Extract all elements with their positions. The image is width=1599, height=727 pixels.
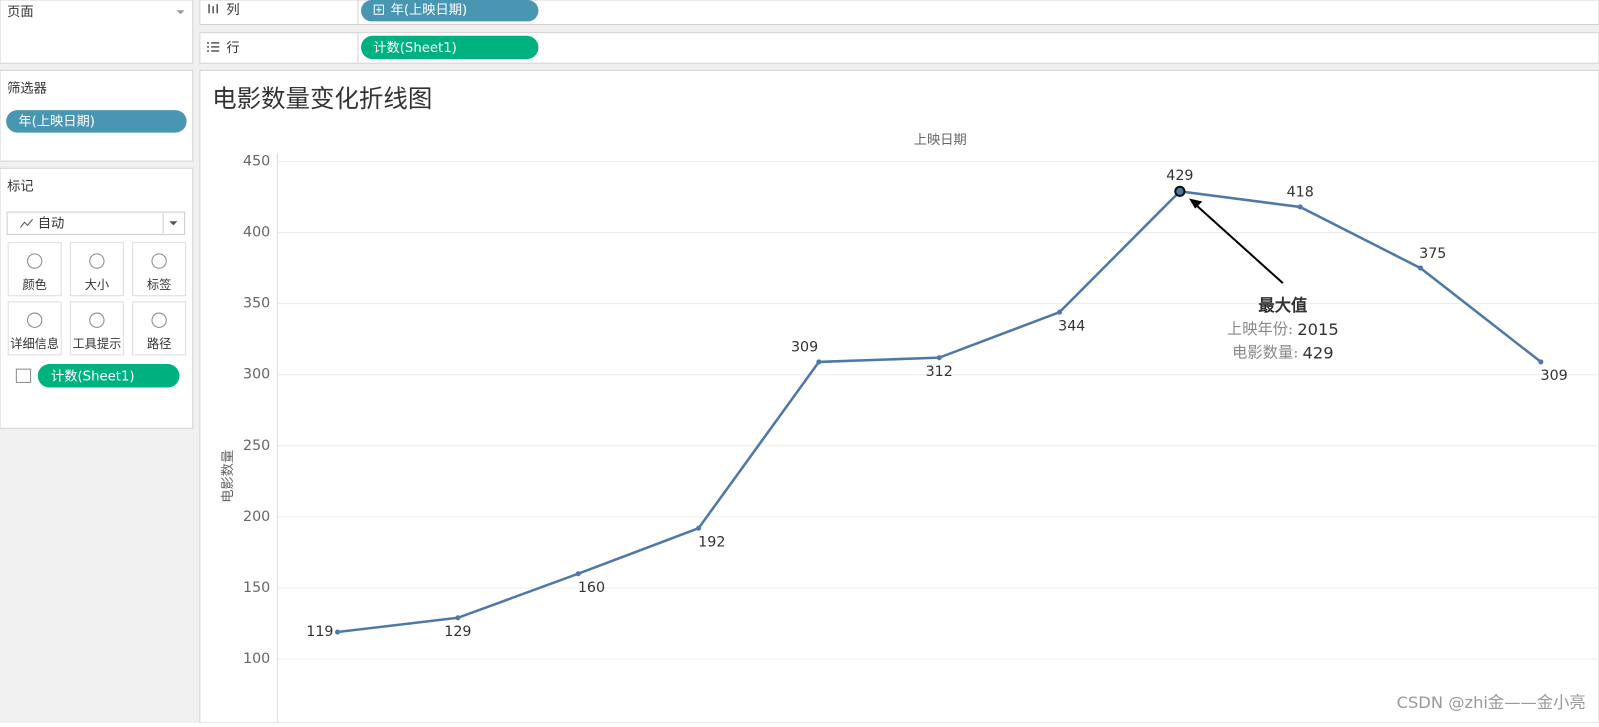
data-point: [1538, 359, 1544, 365]
annotation-value: 2015: [1297, 320, 1338, 339]
annotation-title: 最大值: [1258, 296, 1307, 315]
value-label: 309: [1540, 368, 1567, 384]
y-tick-label: 450: [243, 153, 270, 169]
y-tick-label: 150: [243, 580, 270, 596]
marks-pane: [0, 167, 194, 429]
data-point: [455, 615, 461, 621]
annotation-value: 429: [1302, 343, 1333, 362]
columns-pill-label[interactable]: 年(上映日期): [391, 2, 468, 18]
mark-card[interactable]: [7, 301, 62, 356]
card-icon: [89, 312, 105, 328]
rows-label: 行: [226, 40, 239, 56]
value-label: 418: [1287, 185, 1314, 201]
filters-title: 筛选器: [7, 81, 47, 97]
mark-card[interactable]: [132, 242, 187, 297]
arrow-head: [1189, 198, 1203, 209]
mark-card-label[interactable]: 标签: [147, 277, 171, 292]
data-point: [816, 359, 822, 365]
mark-type-dropdown[interactable]: [6, 211, 186, 236]
rows-pill[interactable]: [361, 35, 539, 60]
annotation-line: 上映年份: 2015: [1227, 320, 1339, 339]
dropdown-icon[interactable]: [176, 10, 185, 15]
x-axis-title: 上映日期: [914, 132, 967, 148]
data-point: [695, 525, 702, 531]
view-pane: [199, 69, 1599, 724]
plot: 100 150 200 250 300 350 400 450 119 129 160 192 309 3…: [243, 152, 1599, 723]
y-axis-title: 电影数量: [220, 450, 236, 503]
pages-title: 页面: [7, 5, 34, 20]
annotation-label: 电影数量:: [1232, 343, 1298, 361]
filter-pill[interactable]: [6, 110, 187, 133]
rows-icon: [207, 42, 220, 52]
pages-pane: [0, 0, 194, 64]
value-label: 129: [444, 624, 471, 640]
annotation-arrow: [1191, 200, 1284, 284]
value-label: 312: [926, 364, 953, 380]
data-point: [936, 355, 942, 361]
value-label: 309: [791, 340, 818, 356]
label-icon: [15, 368, 32, 383]
card-icon: [151, 312, 167, 328]
mark-card-label[interactable]: 颜色: [22, 277, 46, 292]
expand-icon-plus: [376, 7, 382, 13]
y-tick-label: 100: [243, 651, 270, 667]
y-tick-label: 250: [243, 438, 270, 454]
card-icon: [89, 253, 105, 269]
mark-card[interactable]: [69, 301, 124, 356]
value-label: 375: [1419, 246, 1446, 262]
y-tick-label: 400: [243, 225, 270, 241]
y-tick-label: 300: [243, 367, 270, 383]
value-label: 192: [698, 535, 725, 551]
y-tick-label: 200: [243, 509, 270, 525]
y-tick-label: 350: [243, 296, 270, 312]
watermark: CSDN @zhi金——金小亮: [1397, 693, 1586, 712]
line-icon: [20, 218, 34, 228]
annotation-label: 上映年份:: [1227, 320, 1293, 338]
columns-icon: [208, 4, 218, 14]
value-label: 119: [306, 624, 333, 640]
data-point: [1297, 204, 1303, 210]
value-label: 429: [1166, 168, 1193, 184]
chart-title: 电影数量变化折线图: [212, 84, 432, 113]
data-point: [335, 629, 341, 635]
highlighted-point: [1174, 185, 1186, 197]
card-icon: [151, 253, 167, 269]
data-point: [575, 571, 581, 577]
marks-pill[interactable]: [37, 364, 180, 388]
marks-pill-label[interactable]: 计数(Sheet1): [51, 368, 135, 384]
data-point: [1417, 265, 1424, 271]
mark-card[interactable]: [69, 242, 124, 297]
annotation-line: 电影数量: 429: [1232, 343, 1333, 362]
card-icon: [27, 253, 43, 269]
filter-pill-label[interactable]: 年(上映日期): [18, 113, 95, 129]
value-label: 344: [1058, 318, 1085, 334]
card-icon: [27, 312, 43, 328]
rows-pill-label[interactable]: 计数(Sheet1): [373, 40, 457, 56]
mark-card[interactable]: [132, 301, 187, 356]
mark-type[interactable]: 自动: [38, 215, 65, 231]
dropdown-icon[interactable]: [169, 221, 178, 226]
mark-card[interactable]: [7, 242, 62, 297]
data-point: [1056, 309, 1063, 315]
columns-pill[interactable]: [361, 0, 539, 22]
mark-card-label[interactable]: 路径: [147, 336, 171, 351]
marks-title: 标记: [7, 179, 34, 195]
mark-card-label[interactable]: 工具提示: [72, 336, 121, 351]
value-label: 160: [578, 580, 605, 596]
expand-icon[interactable]: [373, 4, 384, 15]
mark-card-label[interactable]: 详细信息: [10, 336, 59, 351]
mark-card-label[interactable]: 大小: [85, 278, 109, 292]
columns-label: 列: [226, 2, 239, 18]
